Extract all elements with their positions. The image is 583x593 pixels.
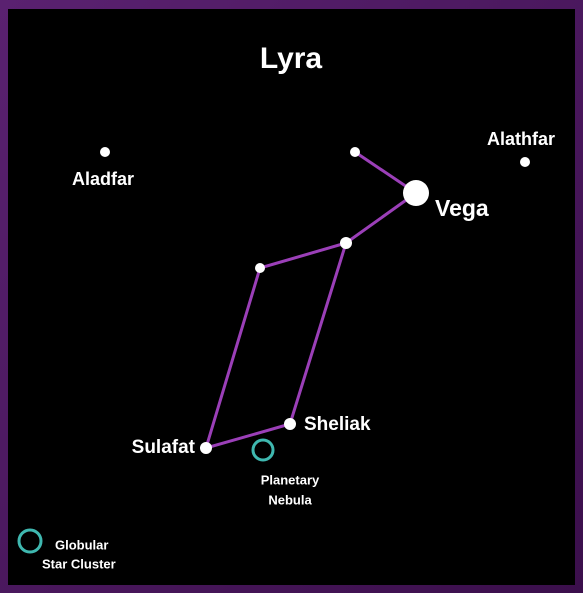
- star-label: Alathfar: [487, 129, 555, 149]
- star: [200, 442, 212, 454]
- star: [100, 147, 110, 157]
- legend-text: Star Cluster: [42, 556, 116, 571]
- lyra-diagram: Lyra Aladfar Alathfar Vega Sheliak Sulaf…: [0, 0, 583, 593]
- star: [350, 147, 360, 157]
- title: Lyra: [260, 42, 323, 75]
- star-label: Vega: [435, 195, 489, 221]
- star: [284, 418, 296, 430]
- legend-text: Globular: [55, 537, 108, 552]
- star: [255, 263, 265, 273]
- star: [403, 180, 429, 206]
- star: [520, 157, 530, 167]
- star-label: Sheliak: [304, 414, 371, 435]
- star-label: Aladfar: [72, 169, 134, 189]
- legend-text: Nebula: [268, 492, 312, 507]
- legend-text: Planetary: [261, 472, 320, 487]
- star: [340, 237, 352, 249]
- star-label: Sulafat: [132, 437, 196, 458]
